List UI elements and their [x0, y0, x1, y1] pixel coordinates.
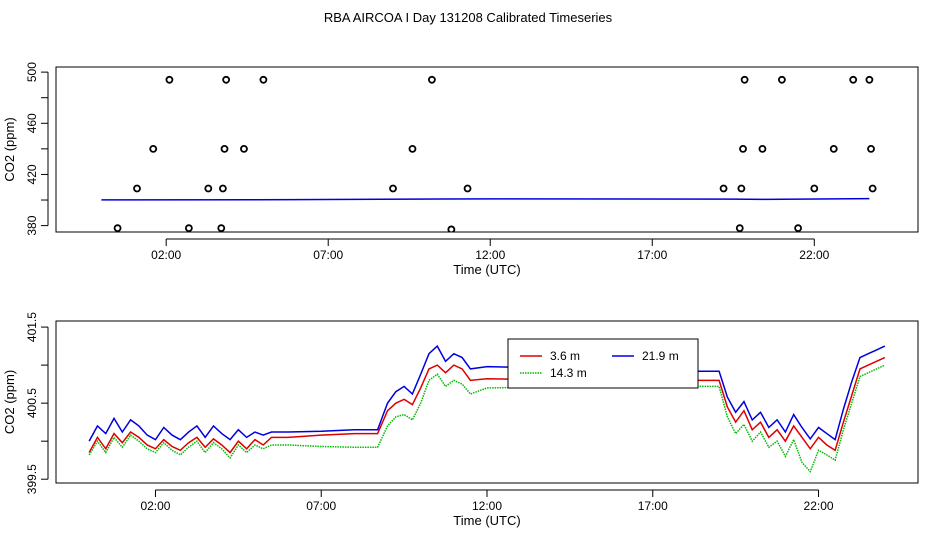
plot-frame — [55, 320, 919, 484]
data-point — [113, 224, 122, 232]
data-point — [165, 75, 174, 84]
data-point — [735, 224, 744, 232]
data-point — [184, 224, 193, 232]
legend: 3.6 m 21.9 m 14.3 m — [507, 338, 699, 389]
panel-bottom: 02:00 07:00 12:00 17:00 22:00 Time (UTC) 399.5… — [2, 312, 919, 528]
data-point — [428, 75, 436, 84]
y-axis-label: CO2 (ppm) — [2, 370, 17, 434]
data-point — [133, 184, 141, 193]
x-tick-label: 02:00 — [140, 499, 170, 513]
data-point — [204, 184, 213, 193]
data-point — [867, 144, 875, 153]
data-point — [737, 184, 746, 193]
series-line-14-3-m — [88, 364, 886, 473]
y-axis-label: CO2 (ppm) — [2, 117, 17, 181]
series-line-3-6-m — [88, 356, 886, 454]
data-point — [463, 184, 472, 193]
data-point — [218, 184, 227, 193]
data-point — [865, 75, 874, 84]
x-tick-label: 07:00 — [306, 499, 336, 513]
series-line — [101, 197, 870, 201]
plot-area — [88, 344, 886, 473]
data-point — [447, 225, 456, 232]
data-point — [149, 144, 158, 153]
x-tick-label: 22:00 — [799, 248, 829, 262]
data-point — [810, 184, 819, 193]
series-line-21-9-m — [88, 344, 886, 442]
x-tick-label: 22:00 — [804, 499, 834, 513]
data-point — [868, 184, 877, 193]
data-point — [829, 144, 838, 153]
plot-frame — [55, 66, 919, 233]
x-tick-label: 17:00 — [637, 248, 667, 262]
data-point — [220, 144, 229, 153]
data-point — [777, 75, 786, 84]
data-point — [739, 144, 747, 153]
y-tick-label: 380 — [25, 215, 39, 235]
data-point — [222, 75, 231, 84]
data-point — [849, 75, 858, 84]
data-point — [758, 144, 767, 153]
panel-top: 02:00 07:00 12:00 17:00 22:00 Time (UTC) 380 42… — [2, 62, 919, 277]
y-tick-label: 500 — [25, 62, 39, 82]
x-axis-label: Time (UTC) — [453, 513, 520, 528]
y-tick-label: 420 — [25, 164, 39, 184]
legend-label: 21.9 m — [642, 349, 679, 363]
data-point — [719, 184, 728, 193]
data-point — [740, 75, 749, 84]
x-tick-label: 12:00 — [472, 499, 502, 513]
x-tick-label: 07:00 — [313, 248, 343, 262]
legend-label: 14.3 m — [550, 366, 587, 380]
data-point — [389, 184, 397, 193]
x-tick-label: 12:00 — [475, 248, 505, 262]
x-axis-label: Time (UTC) — [453, 262, 520, 277]
data-point — [259, 75, 268, 84]
y-tick-label: 399.5 — [25, 464, 39, 494]
data-point — [408, 144, 417, 153]
x-tick-label: 17:00 — [638, 499, 668, 513]
data-point — [794, 224, 802, 232]
legend-label: 3.6 m — [550, 349, 580, 363]
x-tick-label: 02:00 — [151, 248, 181, 262]
figure-title: RBA AIRCOA I Day 131208 Calibrated Times… — [324, 10, 613, 25]
legend-frame — [507, 338, 699, 389]
data-point — [217, 224, 226, 232]
y-tick-label: 401.5 — [25, 312, 39, 342]
plot-area — [101, 75, 877, 232]
y-tick-label: 460 — [25, 113, 39, 133]
y-tick-label: 400.5 — [25, 388, 39, 418]
data-point — [240, 144, 248, 153]
